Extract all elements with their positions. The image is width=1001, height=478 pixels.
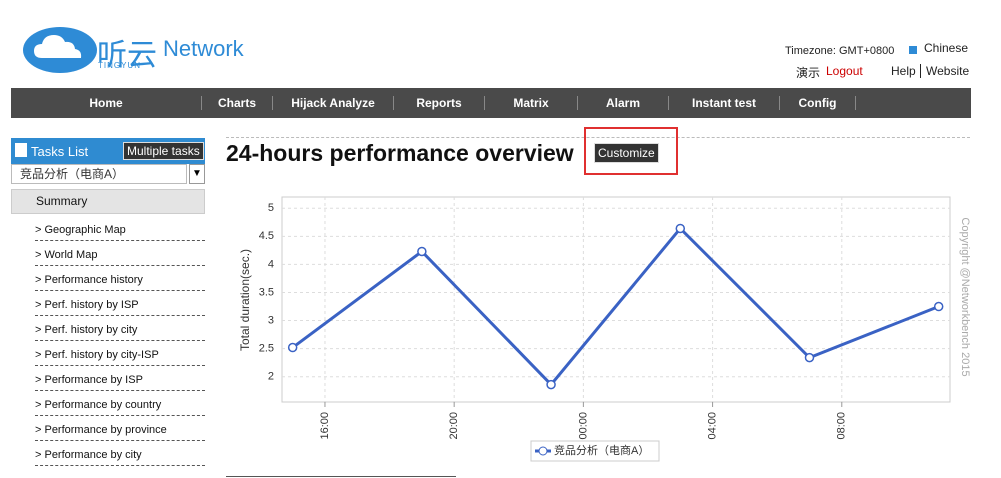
point <box>933 301 944 312</box>
point <box>546 379 556 390</box>
help[interactable]: Help <box>891 64 921 78</box>
website[interactable]: Website <box>926 64 970 78</box>
y-tick-label: 2.5 <box>259 343 274 355</box>
point <box>417 246 427 257</box>
y-tick-label: 4 <box>268 258 274 270</box>
x-tick-label: 08:00 <box>836 412 848 440</box>
dropdown[interactable]: ▼ <box>189 164 205 184</box>
logout[interactable]: Logout <box>826 64 863 78</box>
nav-item[interactable]: Instant test <box>669 96 780 110</box>
tasks-title: Tasks List <box>31 144 89 159</box>
x-tick-label: 00:00 <box>577 412 589 440</box>
logo-cn: 听云 <box>97 39 157 72</box>
menu-item[interactable]: > Perf. history by city <box>35 320 205 341</box>
menu-item[interactable]: > Performance by province <box>35 420 205 441</box>
nav-bar: Home Charts Hijack Analyze Reports Matrix Ala… <box>11 88 971 118</box>
nav-item[interactable]: Matrix <box>485 96 578 110</box>
menu-item[interactable]: > Perf. history by city-ISP <box>35 345 205 366</box>
menu-item[interactable]: > Performance by city <box>35 445 205 466</box>
summary-header <box>11 189 205 214</box>
y-tick-label: 3.5 <box>259 286 274 298</box>
brand: Network <box>163 36 244 61</box>
menu-item[interactable]: > Perf. history by ISP <box>35 295 205 316</box>
legend-label: 竞品分析（电商A） <box>554 443 649 457</box>
menu-item[interactable]: > Performance by ISP <box>35 370 205 391</box>
logo <box>23 27 97 73</box>
timezone: Timezone: GMT+0800 <box>785 45 895 57</box>
language[interactable]: Chinese <box>924 41 969 55</box>
y-tick-label: 3 <box>268 314 274 326</box>
nav-item[interactable]: Charts <box>202 96 273 110</box>
highlight-box <box>584 127 678 175</box>
menu-item[interactable]: > Performance by country <box>35 395 205 416</box>
multiple-tasks[interactable]: Multiple tasks <box>123 142 204 160</box>
logo-en: TINGYUN <box>98 61 141 70</box>
menu-item[interactable]: > World Map <box>35 245 205 266</box>
summary[interactable]: Summary <box>36 194 88 208</box>
lang-icon <box>909 46 917 54</box>
divider <box>226 137 970 138</box>
plot-area <box>281 196 951 403</box>
user: 演示 <box>796 66 821 80</box>
credit: Copyright @Networkbench 2015 <box>959 217 971 376</box>
y-tick-label: 5 <box>268 202 274 214</box>
y-tick-label: 2 <box>268 371 274 383</box>
point <box>287 342 298 353</box>
nav-item[interactable]: Config <box>780 96 856 110</box>
y-axis-label: Total duration(sec.) <box>238 249 252 351</box>
nav-item[interactable]: Home <box>11 96 202 110</box>
x-tick-label: 16:00 <box>319 412 331 440</box>
point <box>804 352 815 363</box>
legend-box <box>530 440 660 462</box>
page-title: 24-hours performance overview <box>226 140 574 166</box>
menu-item[interactable]: > Geographic Map <box>35 220 205 241</box>
search-box[interactable]: 竞品分析（电商A） <box>11 164 187 184</box>
y-tick-label: 4.5 <box>259 230 274 242</box>
nav-item[interactable]: Reports <box>394 96 485 110</box>
nav-item[interactable]: Hijack Analyze <box>273 96 394 110</box>
legend-marker <box>538 446 548 456</box>
nav-item[interactable]: Alarm <box>578 96 669 110</box>
customize[interactable]: Customize <box>594 143 659 163</box>
chart: Total duration(sec.) Copyright @Networkb… <box>238 196 971 462</box>
line <box>291 226 940 387</box>
x-tick-label: 20:00 <box>448 412 460 440</box>
menu-item[interactable]: > Performance history <box>35 270 205 291</box>
x-tick-label: 04:00 <box>706 412 718 440</box>
point <box>675 223 686 234</box>
tasks-icon <box>15 143 27 157</box>
bottom-rule <box>226 476 456 477</box>
